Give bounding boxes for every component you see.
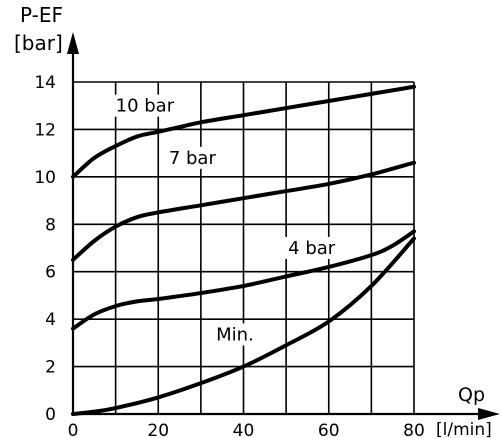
series-label: 4 bar <box>288 238 336 259</box>
y-tick-label: 8 <box>45 215 56 235</box>
x-axis-title: Qp <box>458 384 485 406</box>
x-tick-label: 80 <box>403 421 425 438</box>
x-axis-arrow-icon <box>478 408 500 420</box>
y-axis-title: P-EF <box>20 3 63 27</box>
y-tick-label: 2 <box>45 358 56 378</box>
x-tick-label: 20 <box>147 421 169 438</box>
series-line <box>71 84 416 179</box>
y-tick-label: 12 <box>34 120 56 140</box>
y-tick-label: 0 <box>45 405 56 425</box>
series-line <box>71 229 416 331</box>
y-tick-label: 4 <box>45 310 56 330</box>
series-label: 10 bar <box>116 96 175 117</box>
y-tick-label: 10 <box>34 168 56 188</box>
series-label-background <box>111 94 182 117</box>
series-label: Min. <box>216 324 254 345</box>
series-label: 7 bar <box>169 148 217 169</box>
labels-layer: P-EF [bar] Qp [l/min] 0 2 4 6 8 10 12 14 0 20 40 60… <box>14 3 492 438</box>
series-label-background <box>162 146 223 169</box>
series-line <box>71 160 416 262</box>
series-line <box>71 236 416 416</box>
axes <box>67 32 500 420</box>
grid <box>73 81 415 414</box>
y-axis-unit: [bar] <box>14 31 63 55</box>
x-tick-label: 0 <box>68 421 79 438</box>
x-axis-unit: [l/min] <box>436 420 492 438</box>
y-tick-label: 6 <box>45 263 56 283</box>
x-tick-label: 40 <box>233 421 255 438</box>
y-tick-label: 14 <box>34 73 56 93</box>
series-label-background <box>209 323 260 346</box>
series-layer <box>71 84 416 416</box>
series-label-background <box>281 236 342 259</box>
y-axis-arrow-icon <box>67 32 79 54</box>
x-tick-label: 60 <box>318 421 340 438</box>
